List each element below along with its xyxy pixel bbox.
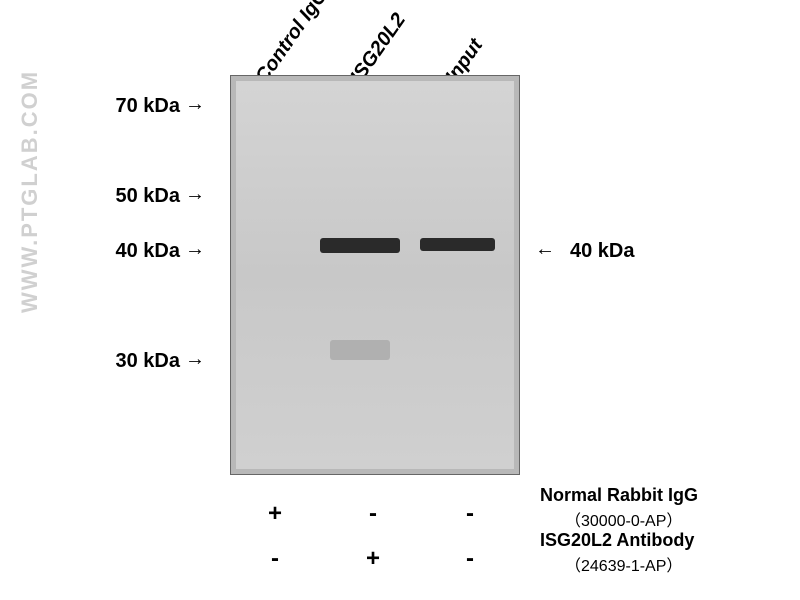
mw-marker-70: 70 kDa	[100, 95, 180, 118]
antibody-isg20l2-cat: （24639-1-AP）	[565, 552, 682, 576]
matrix-r1-c2: -	[358, 500, 388, 528]
band-isg20l2-30kda-faint	[330, 340, 390, 360]
band-isg20l2-40kda	[320, 238, 400, 253]
mw-50-text: 50 kDa	[116, 185, 181, 207]
arrow-40: →	[185, 238, 205, 261]
matrix-r1-c1: +	[260, 500, 290, 528]
matrix-r2-c3: -	[455, 545, 485, 573]
mw-marker-40: 40 kDa	[100, 240, 180, 263]
antibody-normal-rabbit-cat: （30000-0-AP）	[565, 507, 682, 531]
mw-30-text: 30 kDa	[116, 350, 181, 372]
matrix-r2-c2: +	[358, 545, 388, 573]
antibody-isg20l2: ISG20L2 Antibody	[540, 530, 694, 551]
matrix-r2-c1: -	[260, 545, 290, 573]
blot-membrane	[230, 75, 520, 475]
arrow-70: →	[185, 93, 205, 116]
mw-40-text: 40 kDa	[116, 240, 181, 262]
arrow-30: →	[185, 348, 205, 371]
detected-band-label: 40 kDa	[570, 240, 635, 263]
arrow-50: →	[185, 183, 205, 206]
arrow-detected: ←	[535, 238, 555, 261]
mw-70-text: 70 kDa	[116, 95, 181, 117]
antibody-normal-rabbit: Normal Rabbit IgG	[540, 485, 698, 506]
blot-inner	[236, 81, 514, 469]
figure-container: WWW.PTGLAB.COM Control IgG ISG20L2 Input…	[0, 0, 800, 600]
mw-marker-50: 50 kDa	[100, 185, 180, 208]
matrix-r1-c3: -	[455, 500, 485, 528]
watermark-text: WWW.PTGLAB.COM	[17, 70, 43, 313]
mw-marker-30: 30 kDa	[100, 350, 180, 373]
band-input-40kda	[420, 238, 495, 251]
